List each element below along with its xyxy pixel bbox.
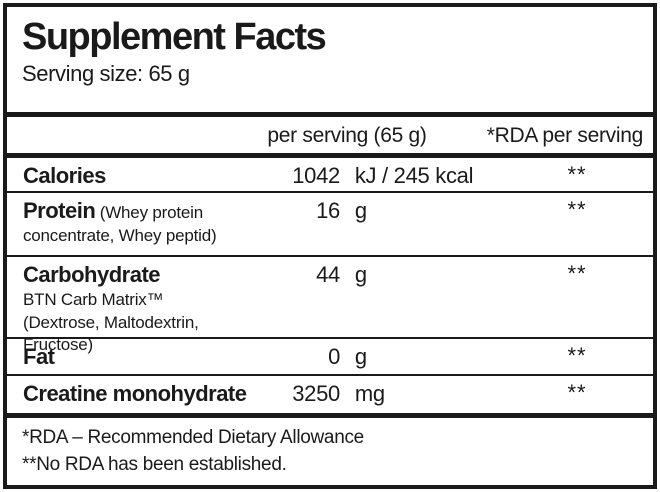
nutrient-name: Fat xyxy=(23,344,55,369)
nutrient-name: Protein xyxy=(23,198,96,223)
rda-value: ** xyxy=(567,380,587,405)
rda-value: ** xyxy=(567,343,587,368)
nutrient-name-cell: Carbohydrate BTN Carb Matrix™ (Dextrose,… xyxy=(23,262,653,355)
rda-value: ** xyxy=(567,261,587,286)
nutrient-sub-note: concentrate, Whey peptid) xyxy=(23,226,217,245)
amount-value: 44 xyxy=(316,262,340,287)
amount-unit: mg xyxy=(354,381,385,406)
nutrient-name: Creatine monohydrate xyxy=(23,381,247,406)
nutrient-name: Carbohydrate xyxy=(23,262,161,287)
amount-cell: 1042 kJ / 245 kcal xyxy=(182,163,473,189)
amount-unit: g xyxy=(354,344,367,369)
supplement-facts-label: Supplement Facts Serving size: 65 g per … xyxy=(3,3,657,489)
nutrient-name-cell: Calories xyxy=(23,163,653,189)
amount-cell: 0 g xyxy=(182,344,367,370)
serving-size-text: Serving size: 65 g xyxy=(22,60,190,86)
nutrient-name-cell: Protein (Whey protein concentrate, Whey … xyxy=(23,198,653,247)
amount-cell: 44 g xyxy=(182,262,367,288)
amount-value: 1042 xyxy=(292,163,340,188)
nutrient-sub-note: BTN Carb Matrix™ xyxy=(23,290,164,309)
nutrient-name-cell: Fat xyxy=(23,344,653,370)
rda-value: ** xyxy=(567,197,587,222)
label-title: Supplement Facts xyxy=(22,16,327,58)
row-carbohydrate: Carbohydrate BTN Carb Matrix™ (Dextrose,… xyxy=(7,257,653,354)
nutrient-name-cell: Creatine monohydrate xyxy=(23,381,653,407)
footnotes-section: *RDA – Recommended Dietary Allowance **N… xyxy=(7,413,653,478)
amount-unit: g xyxy=(354,198,367,223)
nutrient-name: Calories xyxy=(23,163,106,188)
label-header: Supplement Facts Serving size: 65 g xyxy=(7,7,653,112)
row-calories: Calories 1042 kJ / 245 kcal ** xyxy=(7,158,653,193)
footnote-no-rda-established: **No RDA has been established. xyxy=(22,453,287,475)
amount-cell: 3250 mg xyxy=(182,381,385,407)
amount-unit: g xyxy=(354,262,367,287)
rda-column-header: *RDA per serving xyxy=(486,124,644,147)
footnote-rda-definition: *RDA – Recommended Dietary Allowance xyxy=(22,427,364,448)
nutrient-inline-note: (Whey protein xyxy=(99,203,203,222)
per-serving-column-header: per serving (65 g) xyxy=(267,124,427,147)
amount-unit: kJ / 245 kcal xyxy=(354,163,474,188)
amount-value: 3250 xyxy=(292,381,340,406)
amount-value: 0 xyxy=(328,344,340,369)
row-fat: Fat 0 g ** xyxy=(7,339,653,376)
rda-value: ** xyxy=(567,162,587,187)
column-header-row: per serving (65 g) *RDA per serving xyxy=(7,112,653,158)
amount-value: 16 xyxy=(316,198,340,223)
amount-cell: 16 g xyxy=(182,198,367,224)
nutrient-sub-note: (Dextrose, Maltodextrin, Fructose) xyxy=(23,312,199,354)
row-creatine-monohydrate: Creatine monohydrate 3250 mg ** xyxy=(7,376,653,413)
row-protein: Protein (Whey protein concentrate, Whey … xyxy=(7,193,653,257)
